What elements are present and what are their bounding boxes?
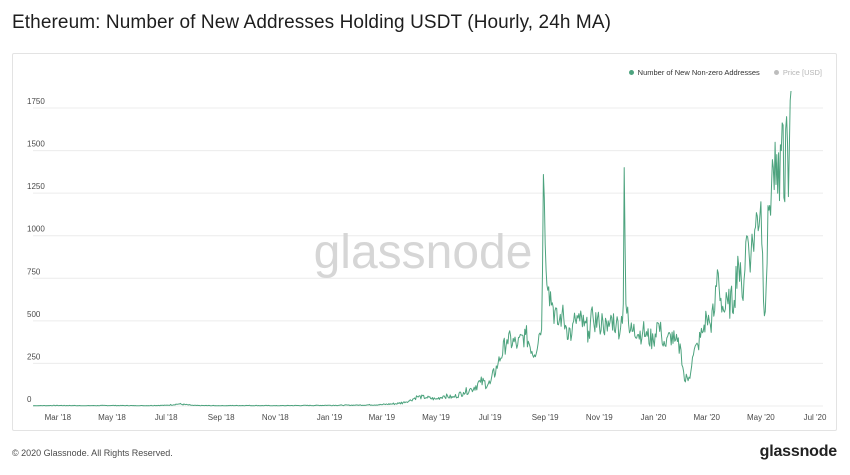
- line-chart[interactable]: glassnode 0 250 500 750 1000 1250 1500 1750 Mar…: [13, 54, 838, 432]
- y-tick-label: 250: [27, 352, 41, 361]
- y-tick-label: 1500: [27, 140, 45, 149]
- x-axis-ticks: Mar '18 May '18 Jul '18 Sep '18 Nov '18 Jan '…: [45, 413, 827, 422]
- footer-copyright: © 2020 Glassnode. All Rights Reserved.: [12, 448, 173, 458]
- y-tick-label: 0: [27, 395, 32, 404]
- series-line-new-non-zero-addresses[interactable]: [33, 90, 792, 407]
- legend-item-new-addresses[interactable]: Number of New Non-zero Addresses: [628, 68, 760, 77]
- y-tick-label: 1750: [27, 97, 45, 106]
- x-tick-label: Mar '18: [45, 413, 72, 422]
- x-tick-label: Jan '20: [641, 413, 667, 422]
- x-tick-label: Jul '20: [804, 413, 827, 422]
- legend-item-price[interactable]: Price [USD]: [773, 68, 822, 77]
- x-tick-label: Sep '19: [532, 413, 559, 422]
- x-tick-label: Nov '19: [586, 413, 613, 422]
- y-axis-ticks: 0 250 500 750 1000 1250 1500 1750: [27, 97, 45, 404]
- x-tick-label: May '18: [98, 413, 126, 422]
- x-tick-label: May '19: [422, 413, 450, 422]
- y-tick-label: 750: [27, 267, 41, 276]
- x-tick-label: Mar '20: [694, 413, 721, 422]
- x-tick-label: Jan '19: [317, 413, 343, 422]
- x-tick-label: Jul '19: [479, 413, 502, 422]
- x-tick-label: Jul '18: [155, 413, 178, 422]
- legend-dot-icon: [773, 70, 779, 75]
- legend-label: Number of New Non-zero Addresses: [637, 68, 760, 77]
- x-tick-label: Sep '18: [208, 413, 235, 422]
- footer-logo[interactable]: glassnode: [759, 443, 838, 460]
- x-tick-label: May '20: [747, 413, 775, 422]
- legend-label: Price [USD]: [782, 68, 822, 77]
- page-title: Ethereum: Number of New Addresses Holdin…: [12, 12, 612, 33]
- legend-dot-icon: [628, 70, 634, 75]
- y-tick-label: 1250: [27, 182, 45, 191]
- chart-panel: glassnode 0 250 500 750 1000 1250 1500 1750 Mar…: [12, 53, 837, 431]
- watermark: glassnode: [314, 226, 533, 279]
- legend: Number of New Non-zero Addresses Price […: [628, 68, 822, 77]
- x-tick-label: Nov '18: [262, 413, 289, 422]
- y-tick-label: 500: [27, 310, 41, 319]
- x-tick-label: Mar '19: [369, 413, 396, 422]
- y-tick-label: 1000: [27, 225, 45, 234]
- grid-lines: [33, 107, 823, 407]
